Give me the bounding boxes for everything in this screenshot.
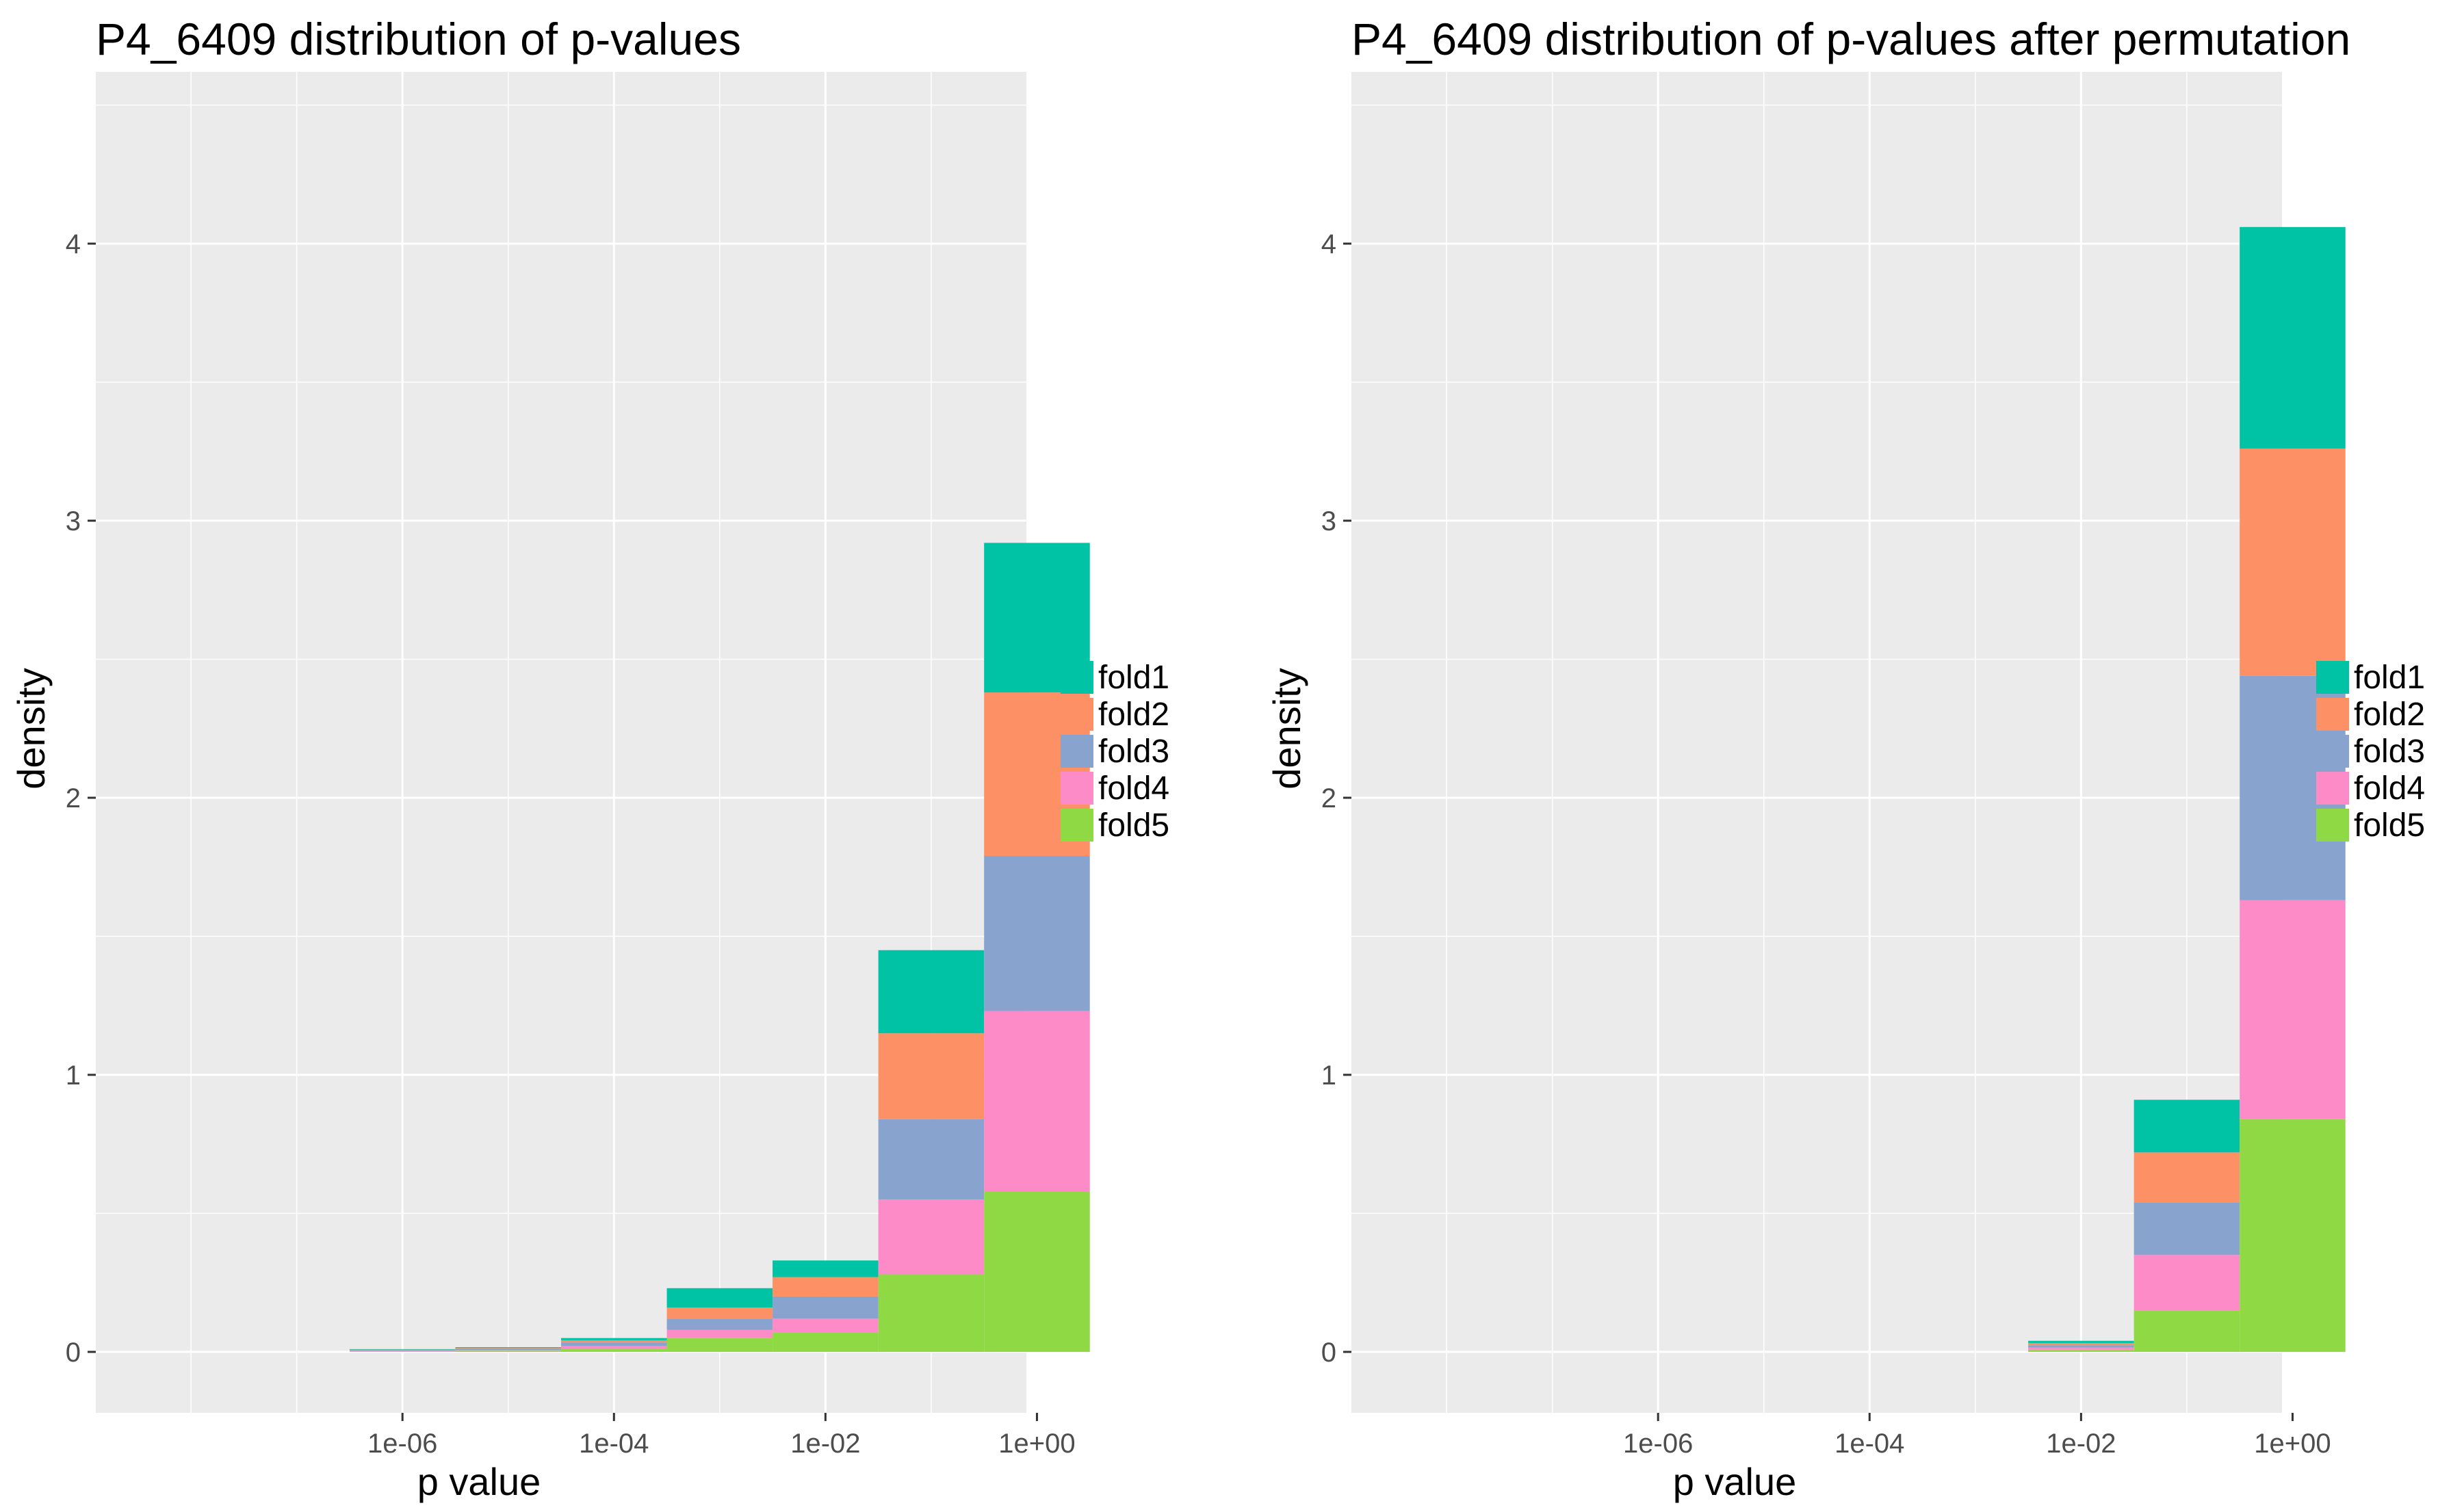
chart1-bar-fold5-bin6 <box>878 1274 985 1352</box>
chart1-panel <box>96 72 1026 1413</box>
chart1-bar-fold5-bin3 <box>561 1349 667 1352</box>
chart1-bar-fold4-bin3 <box>561 1346 667 1349</box>
chart2-bar-fold4-bin1 <box>2028 1347 2134 1350</box>
chart1-y-axis-title: density <box>10 668 53 789</box>
chart1-legend-label-fold5: fold5 <box>1098 807 1169 844</box>
chart1-legend-key-fold3 <box>1061 735 1093 768</box>
chart2-group: 1e-06 1e-04 1e-02 1e+00 0 1 2 3 4 P4_6409 distrib… <box>1265 14 2425 1503</box>
chart1-x-tick-label: 1e-06 <box>367 1429 437 1459</box>
chart1-bar-fold3-bin1 <box>349 1350 456 1351</box>
chart2-legend-label-fold5: fold5 <box>2354 807 2425 844</box>
chart1-legend-label-fold2: fold2 <box>1098 697 1169 733</box>
chart2-bar-fold2-bin1 <box>2028 1342 2134 1346</box>
chart1-bar-fold4-bin7 <box>984 1011 1090 1192</box>
chart1-bar-fold1-bin2 <box>455 1347 561 1349</box>
chart2-bar-fold4-bin3 <box>2240 900 2346 1119</box>
chart1-bar-fold1-bin5 <box>773 1260 879 1277</box>
chart2-panel <box>1351 72 2282 1413</box>
chart1-y-tick-label: 3 <box>66 506 81 536</box>
chart2-y-tick-label: 4 <box>1321 229 1336 259</box>
chart1-bar-fold3-bin7 <box>984 856 1090 1011</box>
chart1-bar-fold5-bin2 <box>455 1351 561 1352</box>
chart2-bar-fold2-bin3 <box>2240 448 2346 676</box>
chart2-legend-key-fold3 <box>2316 735 2349 768</box>
chart1-bar-fold5-bin5 <box>773 1332 879 1352</box>
chart1-group: 1e-06 1e-04 1e-02 1e+00 0 1 2 3 4 P4_6409 distrib… <box>10 14 1169 1503</box>
chart1-bar-fold1-bin3 <box>561 1338 667 1340</box>
chart1-bar-fold3-bin4 <box>666 1318 773 1330</box>
chart1-bar-fold1-bin4 <box>666 1288 773 1308</box>
chart2-bar-fold5-bin3 <box>2240 1119 2346 1352</box>
chart1-bar-fold3-bin5 <box>773 1296 879 1319</box>
chart2-legend-label-fold4: fold4 <box>2354 770 2425 807</box>
chart1-legend-label-fold1: fold1 <box>1098 660 1169 696</box>
chart2-bar-fold1-bin2 <box>2134 1099 2240 1153</box>
chart1-legend-key-fold2 <box>1061 698 1093 731</box>
chart1-legend-key-fold1 <box>1061 661 1093 694</box>
chart2-y-axis-title: density <box>1265 668 1308 789</box>
chart1-legend-label-fold4: fold4 <box>1098 770 1169 807</box>
chart1-y-tick-label: 4 <box>66 229 81 259</box>
chart1-bar-fold4-bin4 <box>666 1329 773 1338</box>
chart1-x-tick-label: 1e-02 <box>790 1429 860 1459</box>
chart2-bar-fold5-bin1 <box>2028 1349 2134 1352</box>
chart2-bar-fold5-bin2 <box>2134 1310 2240 1352</box>
chart1-bar-fold4-bin2 <box>455 1350 561 1351</box>
chart1-bar-fold1-bin1 <box>349 1349 456 1350</box>
chart2-x-tick-label: 1e+00 <box>2254 1429 2331 1459</box>
chart2-legend-key-fold2 <box>2316 698 2349 731</box>
chart1-bar-fold2-bin3 <box>561 1340 667 1343</box>
chart2-bar-fold3-bin1 <box>2028 1345 2134 1348</box>
chart1-bar-fold5-bin1 <box>349 1351 456 1352</box>
chart1-bar-fold1-bin6 <box>878 950 985 1034</box>
chart2-x-tick-label: 1e-04 <box>1834 1429 1904 1459</box>
chart1-bar-fold2-bin1 <box>349 1349 456 1351</box>
chart1-bar-fold4-bin5 <box>773 1318 879 1333</box>
chart2-bar-fold1-bin3 <box>2240 226 2346 449</box>
chart2-bar-fold3-bin2 <box>2134 1202 2240 1255</box>
chart1-bar-fold3-bin6 <box>878 1119 985 1200</box>
chart1-y-tick-label: 2 <box>66 783 81 813</box>
chart2-bar-fold1-bin1 <box>2028 1340 2134 1343</box>
chart1-bar-fold5-bin4 <box>666 1338 773 1352</box>
chart2-title: P4_6409 distribution of p-values after p… <box>1351 14 2350 64</box>
chart1-bar-fold3-bin3 <box>561 1342 667 1346</box>
chart2-bar-fold2-bin2 <box>2134 1152 2240 1203</box>
chart1-y-tick-label: 1 <box>66 1060 81 1091</box>
chart1-legend-key-fold5 <box>1061 809 1093 842</box>
chart1-bar-fold2-bin5 <box>773 1277 879 1297</box>
chart1-x-tick-label: 1e-04 <box>579 1429 649 1459</box>
chart2-y-tick-label: 2 <box>1321 783 1336 813</box>
chart1-bar-fold2-bin6 <box>878 1033 985 1119</box>
chart1-bar-fold3-bin2 <box>455 1349 561 1351</box>
chart2-y-tick-label: 0 <box>1321 1338 1336 1368</box>
chart2-legend-key-fold1 <box>2316 661 2349 694</box>
chart1-bar-fold4-bin6 <box>878 1199 985 1275</box>
chart1-legend-key-fold4 <box>1061 772 1093 805</box>
chart2-y-tick-label: 1 <box>1321 1060 1336 1091</box>
chart1-y-tick-label: 0 <box>66 1338 81 1368</box>
chart2-y-tick-label: 3 <box>1321 506 1336 536</box>
chart2-legend-label-fold3: fold3 <box>2354 733 2425 770</box>
chart2-legend-label-fold2: fold2 <box>2354 697 2425 733</box>
chart1-bar-fold2-bin4 <box>666 1307 773 1319</box>
chart1-x-axis-title: p value <box>417 1460 541 1503</box>
chart2-x-tick-label: 1e-02 <box>2046 1429 2116 1459</box>
chart2-legend-key-fold5 <box>2316 809 2349 842</box>
chart2-legend-key-fold4 <box>2316 772 2349 805</box>
chart1-bar-fold5-bin7 <box>984 1191 1090 1352</box>
chart2-bar-fold4-bin2 <box>2134 1255 2240 1311</box>
chart1-legend-label-fold3: fold3 <box>1098 733 1169 770</box>
chart1-bar-fold2-bin2 <box>455 1348 561 1349</box>
chart2-x-axis-title: p value <box>1673 1460 1797 1503</box>
chart1-x-tick-label: 1e+00 <box>998 1429 1075 1459</box>
chart2-x-tick-label: 1e-06 <box>1623 1429 1693 1459</box>
chart2-legend-label-fold1: fold1 <box>2354 660 2425 696</box>
chart1-title: P4_6409 distribution of p-values <box>96 14 741 64</box>
